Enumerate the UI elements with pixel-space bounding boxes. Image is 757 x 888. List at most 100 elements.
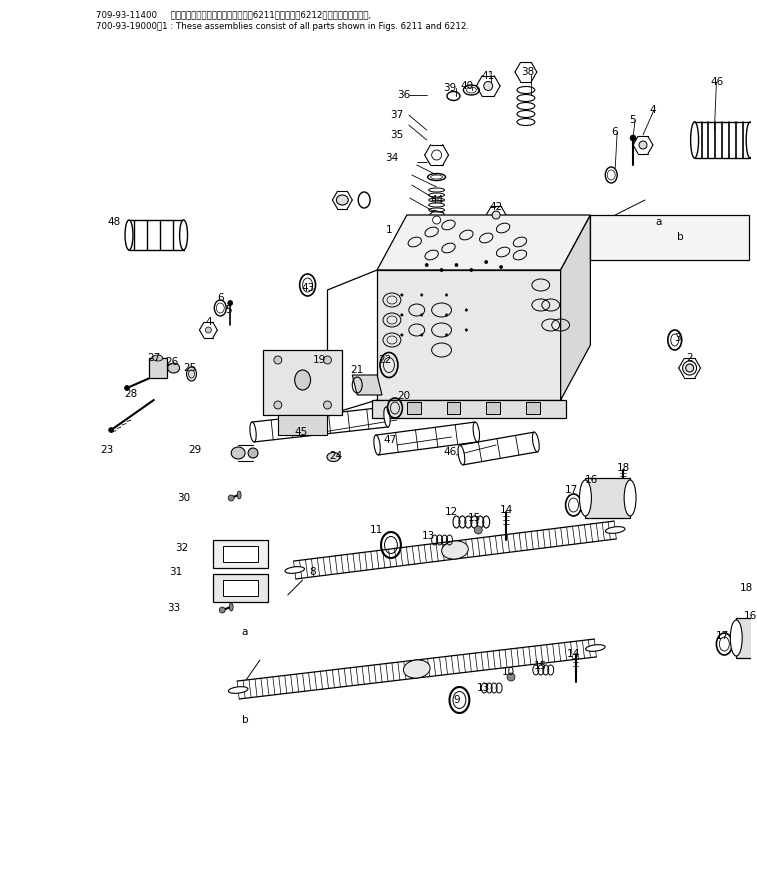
Ellipse shape xyxy=(285,567,304,574)
Text: 16: 16 xyxy=(743,611,757,621)
Ellipse shape xyxy=(507,673,515,681)
Text: 2: 2 xyxy=(687,353,693,363)
Text: 3: 3 xyxy=(674,333,681,343)
Text: 14: 14 xyxy=(567,649,580,659)
Text: 37: 37 xyxy=(391,110,403,120)
Ellipse shape xyxy=(431,150,441,160)
Text: 19: 19 xyxy=(313,355,326,365)
Text: 21: 21 xyxy=(350,365,364,375)
Text: 15: 15 xyxy=(534,661,547,671)
Text: 44: 44 xyxy=(430,195,444,205)
Ellipse shape xyxy=(440,268,443,272)
Ellipse shape xyxy=(384,407,390,427)
Text: a: a xyxy=(656,217,662,227)
Text: 16: 16 xyxy=(584,475,598,485)
Text: 17: 17 xyxy=(565,485,578,495)
Text: 12: 12 xyxy=(445,507,458,517)
Ellipse shape xyxy=(237,491,241,499)
Polygon shape xyxy=(278,415,328,435)
Ellipse shape xyxy=(458,445,465,464)
Polygon shape xyxy=(590,215,749,260)
Text: 38: 38 xyxy=(522,67,534,77)
Ellipse shape xyxy=(686,364,693,372)
Ellipse shape xyxy=(639,141,647,149)
Text: 26: 26 xyxy=(165,357,179,367)
Polygon shape xyxy=(149,358,167,378)
Bar xyxy=(213,540,268,568)
Ellipse shape xyxy=(433,216,441,224)
Ellipse shape xyxy=(400,294,403,297)
Text: 48: 48 xyxy=(107,217,120,227)
Ellipse shape xyxy=(746,122,754,158)
Ellipse shape xyxy=(248,448,258,458)
Text: 36: 36 xyxy=(397,90,410,100)
Text: 10: 10 xyxy=(501,667,515,677)
Text: 13: 13 xyxy=(477,683,490,693)
Text: 25: 25 xyxy=(183,363,196,373)
Text: 5: 5 xyxy=(629,115,635,125)
Text: 35: 35 xyxy=(391,130,403,140)
Text: 22: 22 xyxy=(378,355,391,365)
Ellipse shape xyxy=(250,422,256,442)
Text: 9: 9 xyxy=(453,695,459,705)
Text: 29: 29 xyxy=(188,445,201,455)
Text: 31: 31 xyxy=(169,567,182,577)
Ellipse shape xyxy=(475,526,482,534)
Polygon shape xyxy=(561,215,590,400)
Text: 27: 27 xyxy=(147,353,160,363)
Ellipse shape xyxy=(586,645,605,651)
Text: 33: 33 xyxy=(167,603,180,613)
Ellipse shape xyxy=(374,435,380,455)
Text: 6: 6 xyxy=(217,293,223,303)
Ellipse shape xyxy=(323,356,332,364)
Text: 15: 15 xyxy=(468,513,481,523)
Ellipse shape xyxy=(445,294,447,297)
Bar xyxy=(737,618,757,658)
Ellipse shape xyxy=(168,363,179,373)
Ellipse shape xyxy=(336,195,348,205)
Ellipse shape xyxy=(228,495,234,501)
Ellipse shape xyxy=(274,401,282,409)
Ellipse shape xyxy=(606,527,625,534)
Text: 45: 45 xyxy=(294,427,307,437)
Ellipse shape xyxy=(420,313,423,316)
Ellipse shape xyxy=(403,660,430,678)
Text: 11: 11 xyxy=(369,525,383,535)
Bar xyxy=(585,478,630,518)
Text: a: a xyxy=(241,627,248,637)
Ellipse shape xyxy=(445,313,447,316)
Text: 4: 4 xyxy=(650,105,656,115)
Ellipse shape xyxy=(420,294,423,297)
Text: 700-93-19000～1 : These assemblies consist of all parts shown in Figs. 6211 and 6: 700-93-19000～1 : These assemblies consis… xyxy=(96,22,469,31)
Text: b: b xyxy=(241,715,248,725)
Text: 20: 20 xyxy=(397,391,410,401)
Polygon shape xyxy=(263,350,342,415)
Ellipse shape xyxy=(484,260,488,264)
Text: 5: 5 xyxy=(225,305,232,315)
Polygon shape xyxy=(377,215,590,270)
Ellipse shape xyxy=(109,427,114,432)
Text: 32: 32 xyxy=(175,543,188,553)
Ellipse shape xyxy=(231,447,245,459)
Text: 34: 34 xyxy=(385,153,399,163)
Text: 28: 28 xyxy=(124,389,138,399)
Polygon shape xyxy=(352,375,382,395)
Ellipse shape xyxy=(205,327,211,333)
Text: 8: 8 xyxy=(310,567,316,577)
Ellipse shape xyxy=(470,268,473,272)
Polygon shape xyxy=(372,400,565,418)
Text: 14: 14 xyxy=(500,505,512,515)
Ellipse shape xyxy=(179,220,188,250)
Text: 30: 30 xyxy=(177,493,190,503)
Ellipse shape xyxy=(690,122,699,158)
Text: 43: 43 xyxy=(301,283,314,293)
Ellipse shape xyxy=(125,385,129,391)
Ellipse shape xyxy=(630,135,636,141)
Text: 13: 13 xyxy=(422,531,435,541)
Ellipse shape xyxy=(327,453,340,462)
Bar xyxy=(223,546,258,562)
Text: 1: 1 xyxy=(385,225,392,235)
Ellipse shape xyxy=(500,266,503,268)
Ellipse shape xyxy=(229,686,248,694)
Text: 46: 46 xyxy=(444,447,457,457)
